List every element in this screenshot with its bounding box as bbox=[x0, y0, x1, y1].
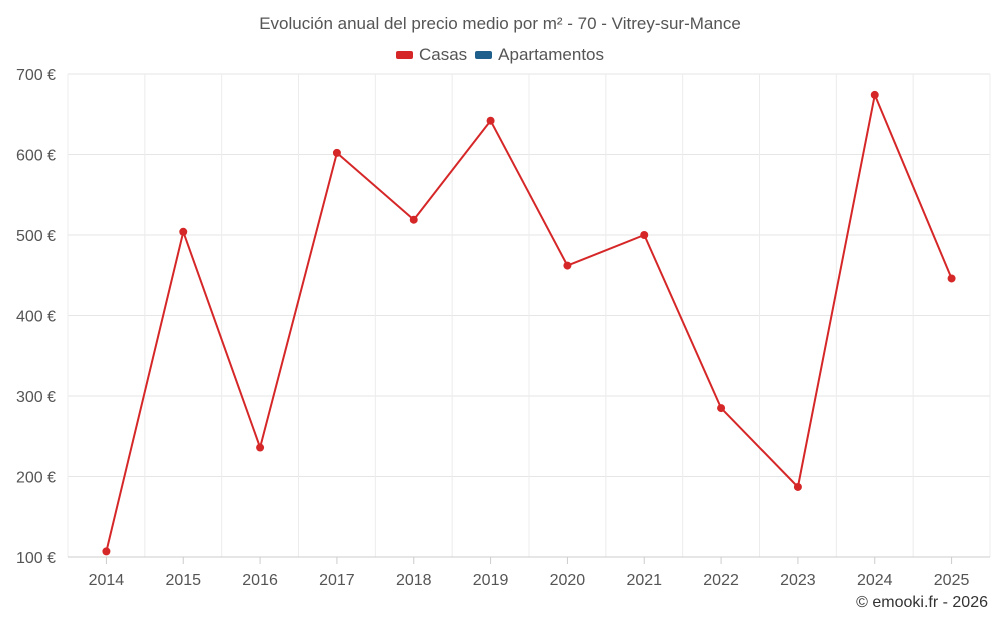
x-tick-label: 2016 bbox=[242, 572, 278, 589]
data-point bbox=[332, 148, 341, 157]
x-tick-label: 2025 bbox=[934, 572, 970, 589]
chart-title: Evolución anual del precio medio por m² … bbox=[259, 14, 741, 33]
y-tick-label: 300 € bbox=[16, 389, 56, 406]
series-line-casas bbox=[105, 93, 953, 552]
x-tick-label: 2024 bbox=[857, 572, 893, 589]
data-point bbox=[179, 227, 188, 236]
data-point bbox=[870, 90, 879, 99]
legend-swatch-apartamentos bbox=[475, 51, 493, 59]
x-tick-label: 2021 bbox=[626, 572, 662, 589]
x-tick-label: 2019 bbox=[473, 572, 509, 589]
data-point bbox=[486, 116, 495, 125]
x-tick-label: 2018 bbox=[396, 572, 432, 589]
x-tick-label: 2020 bbox=[550, 572, 586, 589]
legend-swatch-casas bbox=[395, 51, 413, 59]
x-tick-label: 2022 bbox=[703, 572, 739, 589]
credits[interactable]: © emooki.fr - 2026 bbox=[856, 594, 988, 611]
data-point bbox=[256, 443, 265, 452]
legend-label-casas: Casas bbox=[418, 45, 468, 64]
x-tick-label: 2015 bbox=[165, 572, 201, 589]
data-point bbox=[717, 404, 726, 413]
data-point bbox=[102, 547, 111, 556]
y-tick-label: 600 € bbox=[16, 148, 56, 165]
y-tick-label: 100 € bbox=[16, 550, 56, 567]
chart-legend: Casas Apartamentos bbox=[0, 45, 1000, 65]
y-tick-label: 200 € bbox=[16, 470, 56, 487]
data-point bbox=[563, 261, 572, 270]
y-tick-label: 500 € bbox=[16, 228, 56, 245]
data-point bbox=[793, 482, 802, 491]
data-point bbox=[640, 231, 649, 239]
data-point bbox=[947, 274, 956, 283]
legend-item-apartamentos[interactable]: Apartamentos bbox=[475, 45, 604, 65]
x-tick-label: 2017 bbox=[319, 572, 355, 589]
legend-label-apartamentos: Apartamentos bbox=[498, 45, 605, 64]
y-tick-label: 700 € bbox=[16, 67, 56, 84]
legend-item-casas[interactable]: Casas bbox=[395, 45, 468, 65]
y-tick-label: 400 € bbox=[16, 309, 56, 326]
x-tick-label: 2023 bbox=[780, 572, 816, 589]
data-point bbox=[409, 215, 418, 224]
x-tick-label: 2014 bbox=[89, 572, 125, 589]
